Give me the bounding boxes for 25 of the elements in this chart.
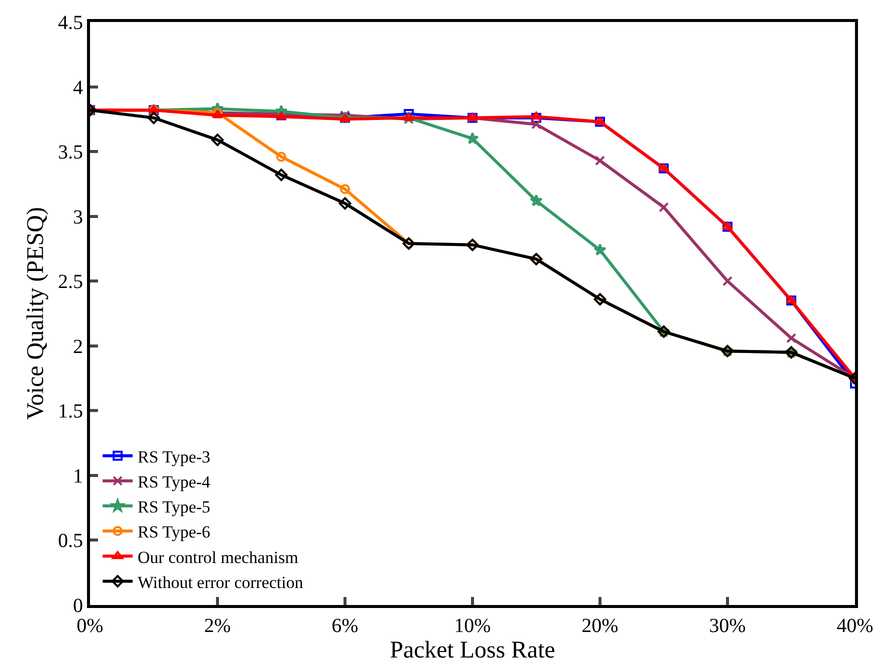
y-tick-label: 3.5	[58, 142, 83, 164]
y-tick-label: 4	[73, 76, 83, 99]
x-tick-label: 6%	[332, 615, 358, 637]
y-tick-label: 2.5	[58, 271, 83, 294]
y-axis-title: Voice Quality (PESQ)	[23, 207, 50, 420]
y-tick-label: 0.5	[58, 530, 83, 552]
x-tick-label: 10%	[454, 615, 491, 637]
x-tick-label: 0%	[76, 615, 104, 637]
y-tick-label: 4.5	[58, 12, 83, 34]
x-tick-label: 40%	[836, 615, 874, 637]
y-tick-label: 0	[73, 595, 83, 617]
x-tick-label: 30%	[709, 615, 746, 637]
legend-label: RS Type-3	[138, 447, 210, 466]
y-tick-label: 3	[73, 206, 83, 228]
x-tick-label: 20%	[582, 615, 618, 637]
y-tick-label: 1	[73, 465, 83, 488]
legend-label: RS Type-6	[138, 522, 210, 542]
y-tick-label: 2	[73, 336, 83, 358]
x-tick-label: 2%	[204, 615, 231, 637]
y-tick-label: 1.5	[58, 400, 83, 423]
legend-label: RS Type-4	[138, 472, 211, 492]
legend-label: RS Type-5	[138, 498, 210, 517]
x-axis-title: Packet Loss Rate	[390, 637, 556, 664]
legend-label: Our control mechanism	[138, 548, 298, 567]
legend-label: Without error correction	[138, 572, 304, 592]
